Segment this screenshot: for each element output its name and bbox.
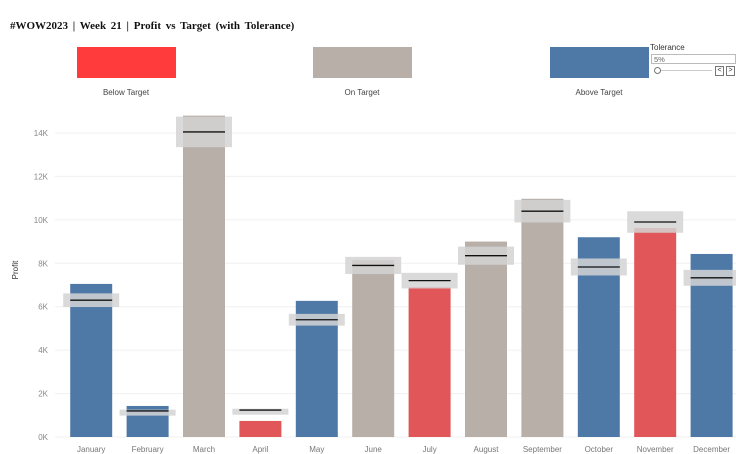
- y-tick-label: 0K: [38, 433, 48, 442]
- bar-november: [634, 227, 677, 437]
- x-tick-label: March: [193, 445, 215, 454]
- y-tick-label: 10K: [34, 216, 49, 225]
- legend-above-target[interactable]: [550, 47, 649, 78]
- x-tick-label: May: [309, 445, 324, 454]
- x-tick-label: January: [77, 445, 105, 454]
- x-tick-label: October: [585, 445, 614, 454]
- x-tick-label: August: [474, 445, 500, 454]
- tolerance-slider-track[interactable]: [656, 70, 712, 71]
- x-tick-label: June: [365, 445, 383, 454]
- legend-on-label: On Target: [344, 88, 380, 97]
- bar-january: [70, 283, 113, 437]
- y-tick-label: 2K: [38, 390, 48, 399]
- bar-september: [521, 198, 564, 437]
- x-tick-label: April: [252, 445, 268, 454]
- bar-august: [465, 241, 507, 437]
- bar-june: [352, 260, 395, 437]
- legend-below-label: Below Target: [102, 88, 150, 97]
- tolerance-band: [232, 408, 289, 415]
- x-tick-label: February: [132, 445, 164, 454]
- bar-april: [239, 420, 282, 437]
- tolerance-next-button[interactable]: >: [726, 66, 735, 76]
- legend-on-target[interactable]: [313, 47, 412, 78]
- bar-july: [408, 287, 451, 437]
- tolerance-prev-button[interactable]: <: [715, 66, 724, 76]
- tolerance-slider-knob[interactable]: [654, 67, 661, 74]
- y-tick-label: 12K: [34, 172, 49, 181]
- y-tick-label: 4K: [38, 346, 48, 355]
- bar-march: [183, 115, 225, 437]
- y-tick-label: 8K: [38, 259, 48, 268]
- y-tick-label: 6K: [38, 303, 48, 312]
- y-tick-label: 14K: [34, 129, 49, 138]
- x-tick-label: November: [637, 445, 674, 454]
- x-tick-label: December: [693, 445, 730, 454]
- x-tick-label: July: [422, 445, 436, 454]
- dashboard-title: #WOW2023 | Week 21 | Profit vs Target (w…: [10, 20, 295, 32]
- tolerance-label: Tolerance: [650, 43, 685, 52]
- legend-below-target[interactable]: [77, 47, 176, 78]
- tolerance-band: [119, 409, 176, 416]
- y-axis-label: Profit: [11, 260, 20, 279]
- legend-above-label: Above Target: [575, 88, 623, 97]
- x-tick-label: September: [523, 445, 562, 454]
